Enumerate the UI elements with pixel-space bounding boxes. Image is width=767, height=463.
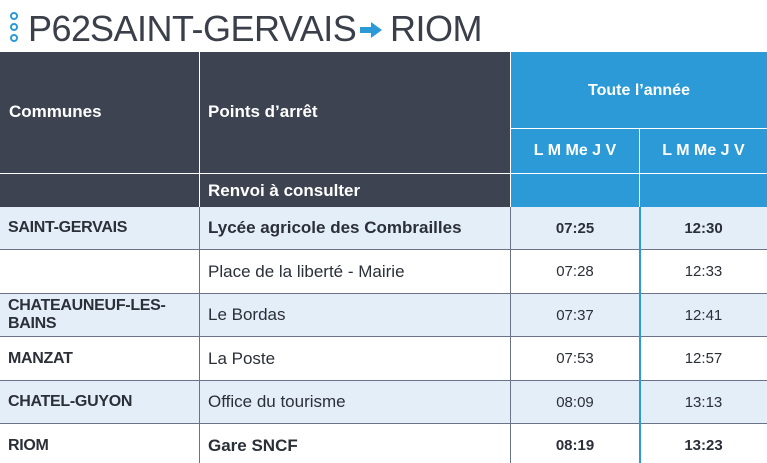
stop-name-cell: La Poste	[208, 348, 276, 368]
stop-name-cell: Office du tourisme	[208, 392, 346, 411]
renvoi-cell: Renvoi à consulter	[200, 174, 510, 207]
time-cell-2: 12:41	[684, 306, 723, 324]
arrow-right-icon	[360, 22, 382, 38]
column-divider	[199, 207, 200, 463]
time-cell-1: 07:28	[556, 263, 594, 280]
header-days-cell-2: L M Me J V	[640, 129, 767, 173]
destination-name: RIOM	[390, 8, 483, 49]
renvoi-cell-1	[511, 174, 639, 207]
commune-cell: RIOM	[8, 436, 49, 454]
time-cell-1: 07:25	[555, 219, 595, 237]
time-cell-2: 13:23	[684, 437, 723, 454]
header-communes: Communes	[9, 102, 102, 121]
column-divider	[639, 207, 641, 463]
column-divider	[510, 207, 511, 463]
header-period: Toute l’année	[588, 82, 690, 99]
renvoi-label: Renvoi à consulter	[208, 181, 361, 200]
time-cell-2: 12:30	[684, 219, 723, 237]
commune-cell	[8, 251, 198, 293]
stop-name-cell: Place de la liberté - Mairie	[208, 261, 405, 281]
commune-cell: MANZAT	[8, 349, 73, 367]
time-cell-1: 07:37	[556, 306, 594, 324]
time-cell-2: 13:13	[684, 393, 723, 411]
table-row: SAINT-GERVAIS Lycée agricole des Combrail…	[0, 207, 767, 250]
header-period-cell: Toute l’année	[511, 52, 767, 128]
origin-name: SAINT-GERVAIS	[90, 8, 357, 49]
header-arrets: Points d’arrêt	[208, 102, 318, 121]
renvoi-cell-2	[640, 174, 767, 207]
stop-name-cell: Gare SNCF	[208, 435, 298, 455]
commune-cell: CHATEL-GUYON	[8, 393, 133, 410]
header-arrets-cell: Points d’arrêt	[200, 52, 510, 173]
stop-name-cell: Lycée agricole des Combrailles	[208, 218, 462, 237]
time-cell-1: 07:53	[556, 350, 594, 367]
table-row: RIOM Gare SNCF 08:19 13:23	[0, 425, 767, 463]
table-row: CHATEAUNEUF-LES-BAINS Le Bordas 07:37 12:41	[0, 294, 767, 337]
time-cell-2: 12:57	[684, 350, 723, 367]
time-cell-1: 08:19	[555, 437, 595, 454]
stop-name-cell: Le Bordas	[208, 305, 286, 324]
table-row: MANZAT La Poste 07:53 12:57	[0, 338, 767, 381]
timetable-title: P62 SAINT-GERVAIS RIOM	[0, 0, 767, 52]
bus-line-icon	[9, 12, 19, 42]
header-days-cell-1: L M Me J V	[511, 129, 639, 173]
table-row: Place de la liberté - Mairie 07:28 12:33	[0, 251, 767, 294]
header-communes-cell: Communes	[0, 52, 199, 173]
time-cell-1: 08:09	[556, 393, 594, 411]
commune-cell: CHATEAUNEUF-LES-BAINS	[8, 297, 166, 332]
time-cell-2: 12:33	[684, 263, 723, 280]
header-days-1: L M Me J V	[533, 142, 617, 159]
commune-cell: SAINT-GERVAIS	[8, 219, 128, 236]
header-days-2: L M Me J V	[662, 142, 745, 159]
renvoi-empty-cell	[0, 174, 199, 207]
line-code: P62	[28, 8, 91, 49]
table-row: CHATEL-GUYON Office du tourisme 08:09 13:13	[0, 381, 767, 424]
